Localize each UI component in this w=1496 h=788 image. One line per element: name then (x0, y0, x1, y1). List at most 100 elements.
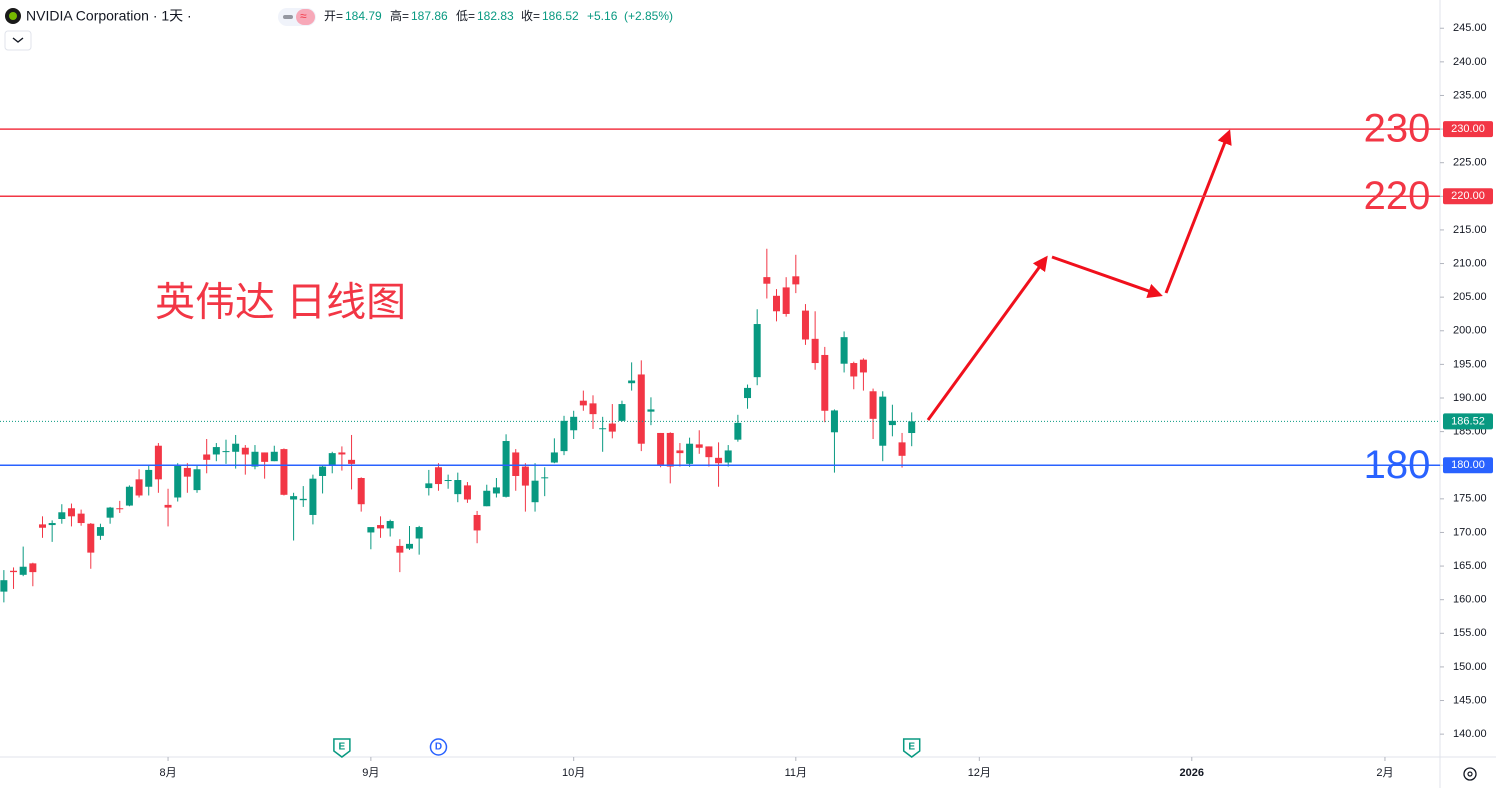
candle-body (850, 363, 858, 377)
candle-body (377, 525, 385, 529)
last-price-label: 186.52 (1451, 415, 1485, 427)
candle-body (222, 451, 230, 453)
candle-body (357, 477, 365, 505)
candle-body (715, 457, 723, 464)
last-price-tag (1443, 413, 1493, 430)
annotation: 英伟达 日线图 (155, 281, 406, 325)
x-tick-label: 2月 (1376, 767, 1393, 779)
level-tag (1443, 457, 1493, 474)
candle-body (589, 403, 597, 415)
candle-body (0, 580, 8, 592)
candle-body (473, 514, 481, 531)
low-label: 低= (456, 9, 475, 23)
candle-body (67, 508, 75, 517)
y-tick-label: 190.00 (1453, 392, 1487, 404)
open-value: 184.79 (345, 9, 382, 23)
candle-body (434, 467, 442, 485)
candle-body (811, 338, 819, 364)
level-big-label: 220 (1364, 174, 1431, 218)
candle-body (724, 450, 732, 463)
candle-body (792, 276, 800, 285)
candle-body (38, 524, 46, 528)
candle-body (328, 453, 336, 465)
y-tick-label: 245.00 (1453, 22, 1487, 34)
collapse-button[interactable] (4, 30, 32, 51)
candle-body (193, 469, 201, 491)
candle-body (290, 496, 298, 500)
event-marker (333, 738, 351, 758)
x-tick-label: 9月 (362, 767, 379, 779)
change: +5.16 (587, 9, 618, 23)
candle-body (48, 523, 56, 526)
event-marker (902, 738, 921, 758)
arrow (1164, 129, 1232, 294)
candle-body (319, 466, 327, 476)
candle-body (251, 451, 259, 467)
candle-body (309, 478, 317, 515)
candle-body (463, 485, 471, 500)
y-tick-label: 150.00 (1453, 661, 1487, 673)
candle-body (415, 527, 423, 539)
candle-body (888, 420, 896, 426)
candle-body (560, 420, 568, 452)
toggle-icon (283, 15, 293, 19)
candle-body (695, 444, 703, 448)
candle-body (299, 498, 307, 501)
candle-body (744, 387, 752, 399)
y-tick-label: 235.00 (1453, 89, 1487, 101)
settings-button[interactable] (1463, 767, 1477, 781)
candle-body (483, 490, 491, 507)
candle-body (10, 570, 18, 573)
candle-body (203, 454, 211, 460)
y-tick-label: 165.00 (1453, 560, 1487, 572)
forecast-arrows (926, 129, 1232, 421)
low-value: 182.83 (477, 9, 514, 23)
candle-body (570, 416, 578, 431)
candle-body (512, 452, 520, 476)
candle-body (135, 479, 143, 496)
candle-body (676, 450, 684, 454)
candle-body (212, 447, 220, 455)
event-label: D (435, 742, 442, 753)
candle-body (106, 507, 114, 518)
candle-body (782, 287, 790, 314)
candle-body (405, 543, 413, 549)
symbol-logo-mark (9, 12, 17, 20)
y-tick-label: 155.00 (1453, 627, 1487, 639)
candle-body (367, 527, 375, 533)
close-label: 收= (521, 9, 540, 23)
candle-body (801, 310, 809, 340)
candle-body (840, 337, 848, 364)
candle-body (338, 452, 346, 455)
event-marker (429, 738, 448, 756)
candle-body (628, 380, 636, 384)
candle-body (666, 432, 674, 467)
candle-body (541, 477, 549, 479)
candle-body (125, 486, 133, 506)
change-pct: (+2.85%) (624, 9, 673, 23)
y-tick-label: 170.00 (1453, 526, 1487, 538)
toggle-icon: ≈ (300, 9, 307, 23)
candle-body (705, 446, 713, 458)
candle-body (608, 423, 616, 432)
x-tick-label: 2026 (1180, 767, 1204, 779)
collapse-icon (12, 37, 24, 43)
level-tag (1443, 188, 1493, 205)
candle-body (444, 480, 452, 482)
candle-body (396, 545, 404, 553)
candle-body (280, 449, 288, 495)
candle-body (116, 508, 124, 510)
candle-body (154, 445, 162, 480)
candle-body (734, 422, 742, 440)
candle-body (77, 513, 85, 524)
candle-body (531, 480, 539, 503)
candle-body (657, 432, 665, 466)
candle-body (686, 443, 694, 464)
level-tag-label: 230.00 (1451, 123, 1485, 135)
candle-body (261, 452, 269, 462)
y-tick-label: 205.00 (1453, 291, 1487, 303)
candle-body (869, 391, 877, 419)
candle-body (454, 480, 462, 495)
x-tick-label: 8月 (159, 767, 176, 779)
